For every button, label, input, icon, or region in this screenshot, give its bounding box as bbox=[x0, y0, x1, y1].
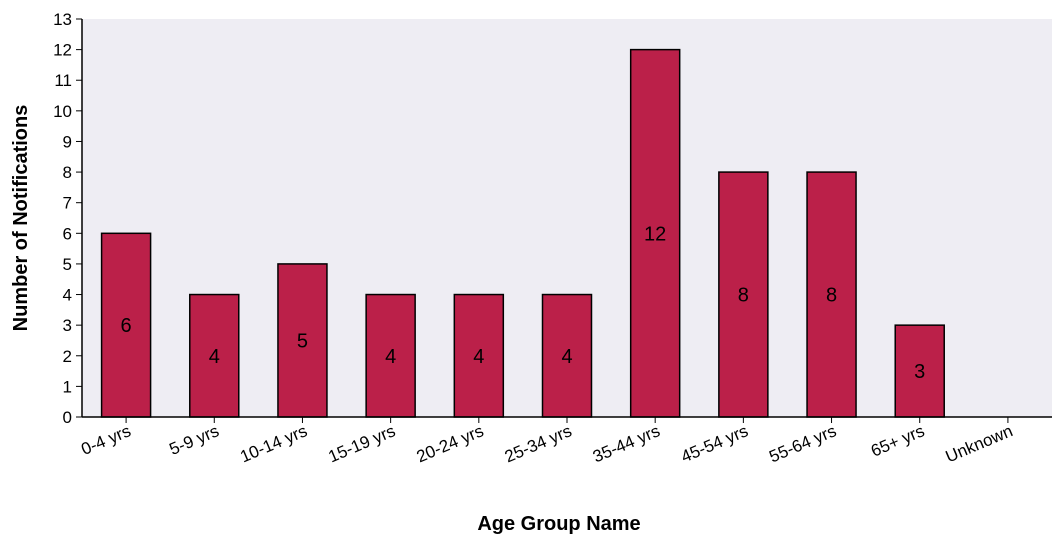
y-tick-label: 6 bbox=[63, 224, 72, 243]
y-tick-label: 4 bbox=[63, 286, 72, 305]
y-tick-label: 10 bbox=[53, 102, 72, 121]
bar bbox=[100, 232, 152, 418]
value-labels-group: 6 4 5 4 4 4 12 8 8 3 bbox=[121, 223, 926, 383]
y-tick-label: 0 bbox=[63, 408, 72, 427]
bar-value-label: 8 bbox=[738, 285, 749, 307]
x-tick-label: 20-24 yrs bbox=[414, 421, 487, 466]
x-tick-label: 25-34 yrs bbox=[502, 421, 575, 466]
bar-value-label: 4 bbox=[209, 346, 220, 368]
bar bbox=[629, 48, 681, 418]
y-tick-label: 9 bbox=[63, 132, 72, 151]
bar-value-label: 12 bbox=[644, 223, 666, 245]
bar-value-label: 4 bbox=[561, 346, 572, 368]
bar-value-label: 8 bbox=[826, 285, 837, 307]
y-tick-label: 1 bbox=[63, 377, 72, 396]
y-tick-label: 12 bbox=[53, 41, 72, 60]
y-tick-label: 8 bbox=[63, 163, 72, 182]
bar bbox=[806, 171, 857, 418]
x-tick-label: 0-4 yrs bbox=[78, 421, 133, 459]
y-tick-label: 3 bbox=[63, 316, 72, 335]
x-ticks-group: 0-4 yrs 5-9 yrs 10-14 yrs 15-19 yrs 20-24 yr… bbox=[78, 417, 1015, 466]
x-tick-label: 15-19 yrs bbox=[326, 421, 399, 466]
bar-value-label: 4 bbox=[385, 346, 396, 368]
bar bbox=[189, 293, 240, 418]
bar bbox=[718, 171, 769, 418]
x-axis-title: Age Group Name bbox=[477, 513, 640, 535]
x-tick-label: 55-64 yrs bbox=[766, 421, 839, 466]
y-tick-label: 11 bbox=[54, 71, 72, 90]
y-tick-label: 5 bbox=[63, 255, 72, 274]
bar-value-label: 3 bbox=[914, 361, 925, 383]
x-tick-label: 5-9 yrs bbox=[167, 421, 222, 459]
y-axis-title: Number of Notifications bbox=[10, 105, 32, 332]
y-tick-label: 2 bbox=[63, 347, 72, 366]
x-tick-label: 65+ yrs bbox=[868, 421, 927, 460]
bar-value-label: 4 bbox=[473, 346, 484, 368]
bar-value-label: 6 bbox=[121, 315, 132, 337]
y-tick-label: 7 bbox=[63, 194, 72, 213]
x-tick-label: Unknown bbox=[943, 421, 1016, 466]
x-tick-label: 35-44 yrs bbox=[590, 421, 663, 466]
bars-group bbox=[100, 48, 945, 418]
x-tick-label: 45-54 yrs bbox=[678, 421, 751, 466]
x-tick-label: 10-14 yrs bbox=[237, 421, 310, 466]
bar bbox=[277, 263, 328, 418]
y-tick-label: 13 bbox=[53, 10, 72, 29]
bar-value-label: 5 bbox=[297, 330, 308, 352]
bar bbox=[894, 324, 945, 418]
